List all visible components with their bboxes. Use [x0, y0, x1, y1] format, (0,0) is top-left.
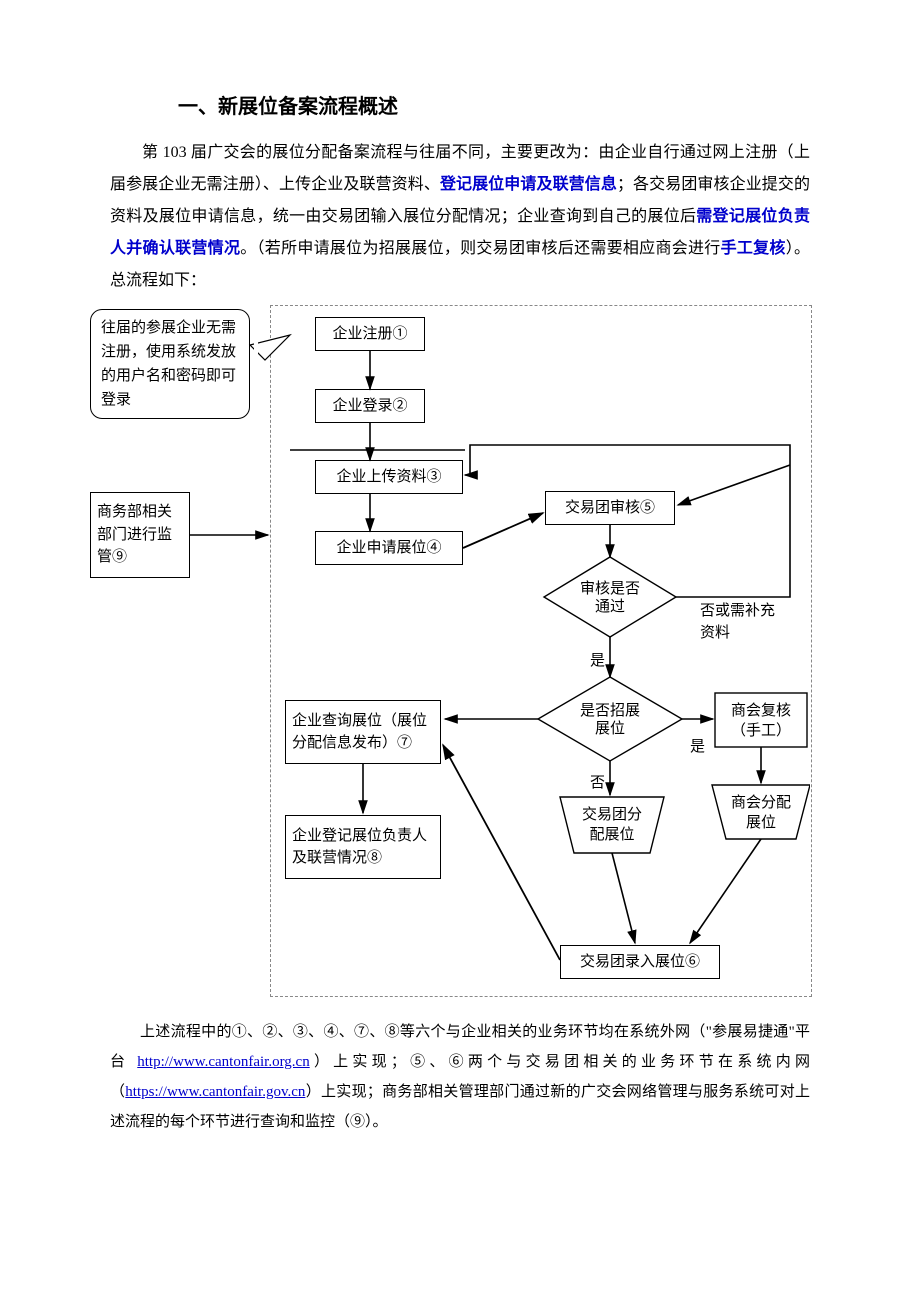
- document-page: 一、新展位备案流程概述 第 103 届广交会的展位分配备案流程与往届不同，主要更…: [0, 0, 920, 1197]
- box-label: 企业申请展位④: [336, 537, 441, 560]
- box-label: 企业注册①: [332, 323, 407, 346]
- link-cantonfair-gov[interactable]: https://www.cantonfair.gov.cn: [125, 1084, 305, 1100]
- callout-text: 往届的参展企业无需注册，使用系统发放的用户名和密码即可登录: [101, 320, 236, 408]
- intro-paragraph: 第 103 届广交会的展位分配备案流程与往届不同，主要更改为：由企业自行通过网上…: [110, 137, 810, 297]
- footer-paragraph: 上述流程中的①、②、③、④、⑦、⑧等六个与企业相关的业务环节均在系统外网（"参展…: [110, 1017, 810, 1137]
- node-upload: 企业上传资料③: [315, 460, 463, 494]
- box-supervise: 商务部相关部门进行监管⑨: [90, 492, 190, 578]
- text-run: 。（若所申请展位为招展展位，则交易团审核后还需要相应商会进行: [240, 240, 720, 257]
- node-register: 企业注册①: [315, 317, 425, 351]
- node-audit: 交易团审核⑤: [545, 491, 675, 525]
- box-label: 商务部相关部门进行监管⑨: [97, 501, 183, 569]
- node-input-booth: 交易团录入展位⑥: [560, 945, 720, 979]
- box-label: 企业登记展位负责人及联营情况⑧: [292, 825, 434, 870]
- link-cantonfair-org[interactable]: http://www.cantonfair.org.cn: [137, 1054, 309, 1070]
- box-label: 企业登录②: [332, 395, 407, 418]
- flowchart: 往届的参展企业无需注册，使用系统发放的用户名和密码即可登录 商务部相关部门进行监…: [90, 305, 810, 1005]
- box-label: 交易团审核⑤: [565, 497, 655, 520]
- node-login: 企业登录②: [315, 389, 425, 423]
- box-label: 企业上传资料③: [336, 466, 441, 489]
- highlight-register-apply: 登记展位申请及联营信息: [440, 176, 617, 193]
- node-query: 企业查询展位（展位分配信息发布）⑦: [285, 700, 441, 764]
- node-apply: 企业申请展位④: [315, 531, 463, 565]
- section-title: 一、新展位备案流程概述: [178, 90, 810, 119]
- highlight-manual-review: 手工复核: [721, 240, 786, 257]
- node-confirm-person: 企业登记展位负责人及联营情况⑧: [285, 815, 441, 879]
- box-label: 企业查询展位（展位分配信息发布）⑦: [292, 710, 434, 755]
- callout-note: 往届的参展企业无需注册，使用系统发放的用户名和密码即可登录: [90, 309, 250, 419]
- box-label: 交易团录入展位⑥: [580, 951, 700, 974]
